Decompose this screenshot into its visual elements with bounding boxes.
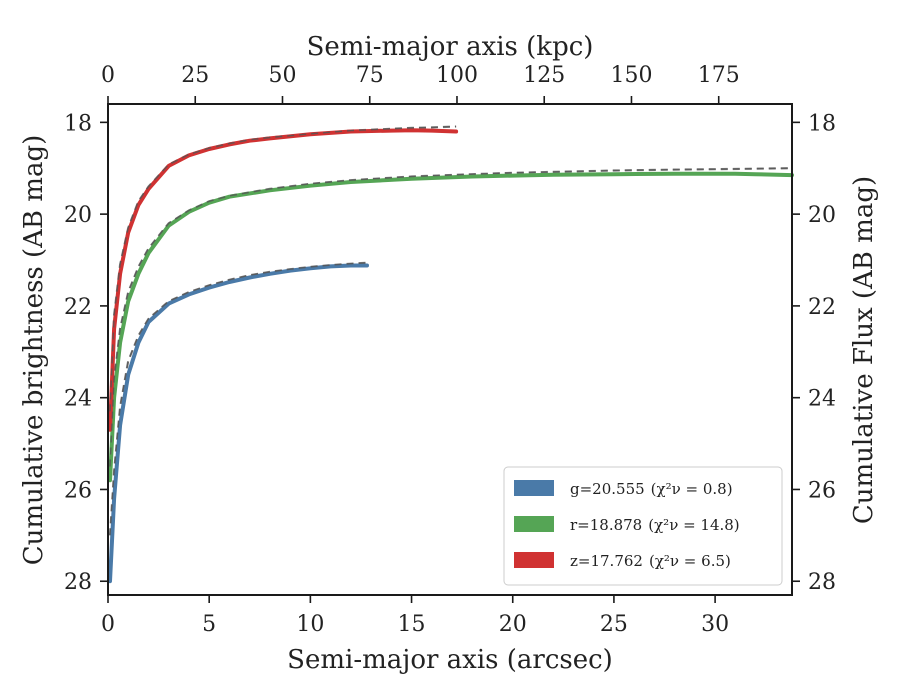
x2-tick-label-2: 50 bbox=[268, 63, 296, 88]
data-series-layer bbox=[108, 125, 794, 584]
y2-tick-label-3: 24 bbox=[808, 387, 836, 412]
x-tick-label-3: 15 bbox=[398, 612, 426, 637]
series-line-g bbox=[108, 263, 369, 584]
tick-layer: 0 5 10 15 20 25 30 0 25 50 75 100 125 150 175 18 20 22 24 2… bbox=[64, 63, 836, 637]
y-axis-title: Cumulative brightness (AB mag) bbox=[19, 135, 49, 566]
legend-label-1: r=18.878 (χ²ν = 14.8) bbox=[570, 516, 740, 534]
legend-frame bbox=[503, 466, 783, 586]
y2-tick-label-4: 26 bbox=[808, 478, 836, 503]
series-line-r bbox=[108, 171, 794, 483]
x-axis-title: Semi-major axis (arcsec) bbox=[287, 645, 613, 675]
y-tick-label-2: 22 bbox=[64, 295, 92, 320]
x-tick-label-2: 10 bbox=[296, 612, 324, 637]
model-fit-overlay-1 bbox=[109, 167, 793, 467]
legend-value-1: r=18.878 bbox=[570, 516, 642, 534]
x2-axis-title: Semi-major axis (kpc) bbox=[307, 32, 594, 62]
legend-chi-0: (χ²ν = 0.8) bbox=[651, 480, 733, 498]
legend-chi-2: (χ²ν = 6.5) bbox=[649, 552, 731, 570]
x2-tick-label-7: 175 bbox=[698, 63, 740, 88]
legend-value-0: g=20.555 bbox=[570, 480, 645, 498]
x-tick-label-4: 20 bbox=[499, 612, 527, 637]
model-fit-line-1 bbox=[108, 167, 793, 467]
y-tick-label-5: 28 bbox=[64, 570, 92, 595]
x2-tick-label-5: 125 bbox=[523, 63, 565, 88]
y2-tick-label-2: 22 bbox=[808, 295, 836, 320]
x2-tick-label-1: 25 bbox=[181, 63, 209, 88]
legend-swatch-1 bbox=[514, 516, 554, 532]
x2-tick-label-4: 100 bbox=[436, 63, 478, 88]
y-tick-label-0: 18 bbox=[64, 111, 92, 136]
model-fit-overlay-2 bbox=[109, 125, 457, 412]
legend-label-2: z=17.762 (χ²ν = 6.5) bbox=[570, 552, 731, 570]
model-fit-overlay-0 bbox=[109, 262, 368, 536]
y2-axis-title: Cumulative Flux (AB mag) bbox=[849, 176, 879, 524]
legend-label-0: g=20.555 (χ²ν = 0.8) bbox=[570, 480, 733, 498]
x2-tick-label-0: 0 bbox=[101, 63, 115, 88]
y-tick-label-3: 24 bbox=[64, 387, 92, 412]
y2-tick-label-1: 20 bbox=[808, 203, 836, 228]
x-tick-label-5: 25 bbox=[600, 612, 628, 637]
y-tick-label-1: 20 bbox=[64, 203, 92, 228]
y2-tick-label-5: 28 bbox=[808, 570, 836, 595]
model-fit-line-2 bbox=[108, 125, 457, 412]
x-tick-label-0: 0 bbox=[101, 612, 115, 637]
legend-swatch-2 bbox=[514, 552, 554, 568]
x2-tick-label-6: 150 bbox=[610, 63, 652, 88]
model-fit-line-0 bbox=[108, 261, 368, 536]
plot-frame bbox=[107, 103, 793, 596]
y-tick-label-4: 26 bbox=[64, 478, 92, 503]
axes-frame bbox=[107, 103, 793, 596]
legend-value-2: z=17.762 bbox=[570, 552, 643, 570]
x-tick-label-1: 5 bbox=[202, 612, 216, 637]
legend: g=20.555 (χ²ν = 0.8) r=18.878 (χ²ν = 14.8) z… bbox=[503, 466, 783, 586]
series-line-z bbox=[108, 128, 459, 432]
legend-swatch-0 bbox=[514, 480, 554, 496]
x2-tick-label-3: 75 bbox=[356, 63, 384, 88]
x-tick-label-6: 30 bbox=[701, 612, 729, 637]
y2-tick-label-0: 18 bbox=[808, 111, 836, 136]
legend-chi-1: (χ²ν = 14.8) bbox=[648, 516, 739, 534]
